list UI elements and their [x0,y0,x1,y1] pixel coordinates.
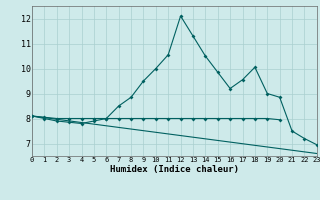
X-axis label: Humidex (Indice chaleur): Humidex (Indice chaleur) [110,165,239,174]
